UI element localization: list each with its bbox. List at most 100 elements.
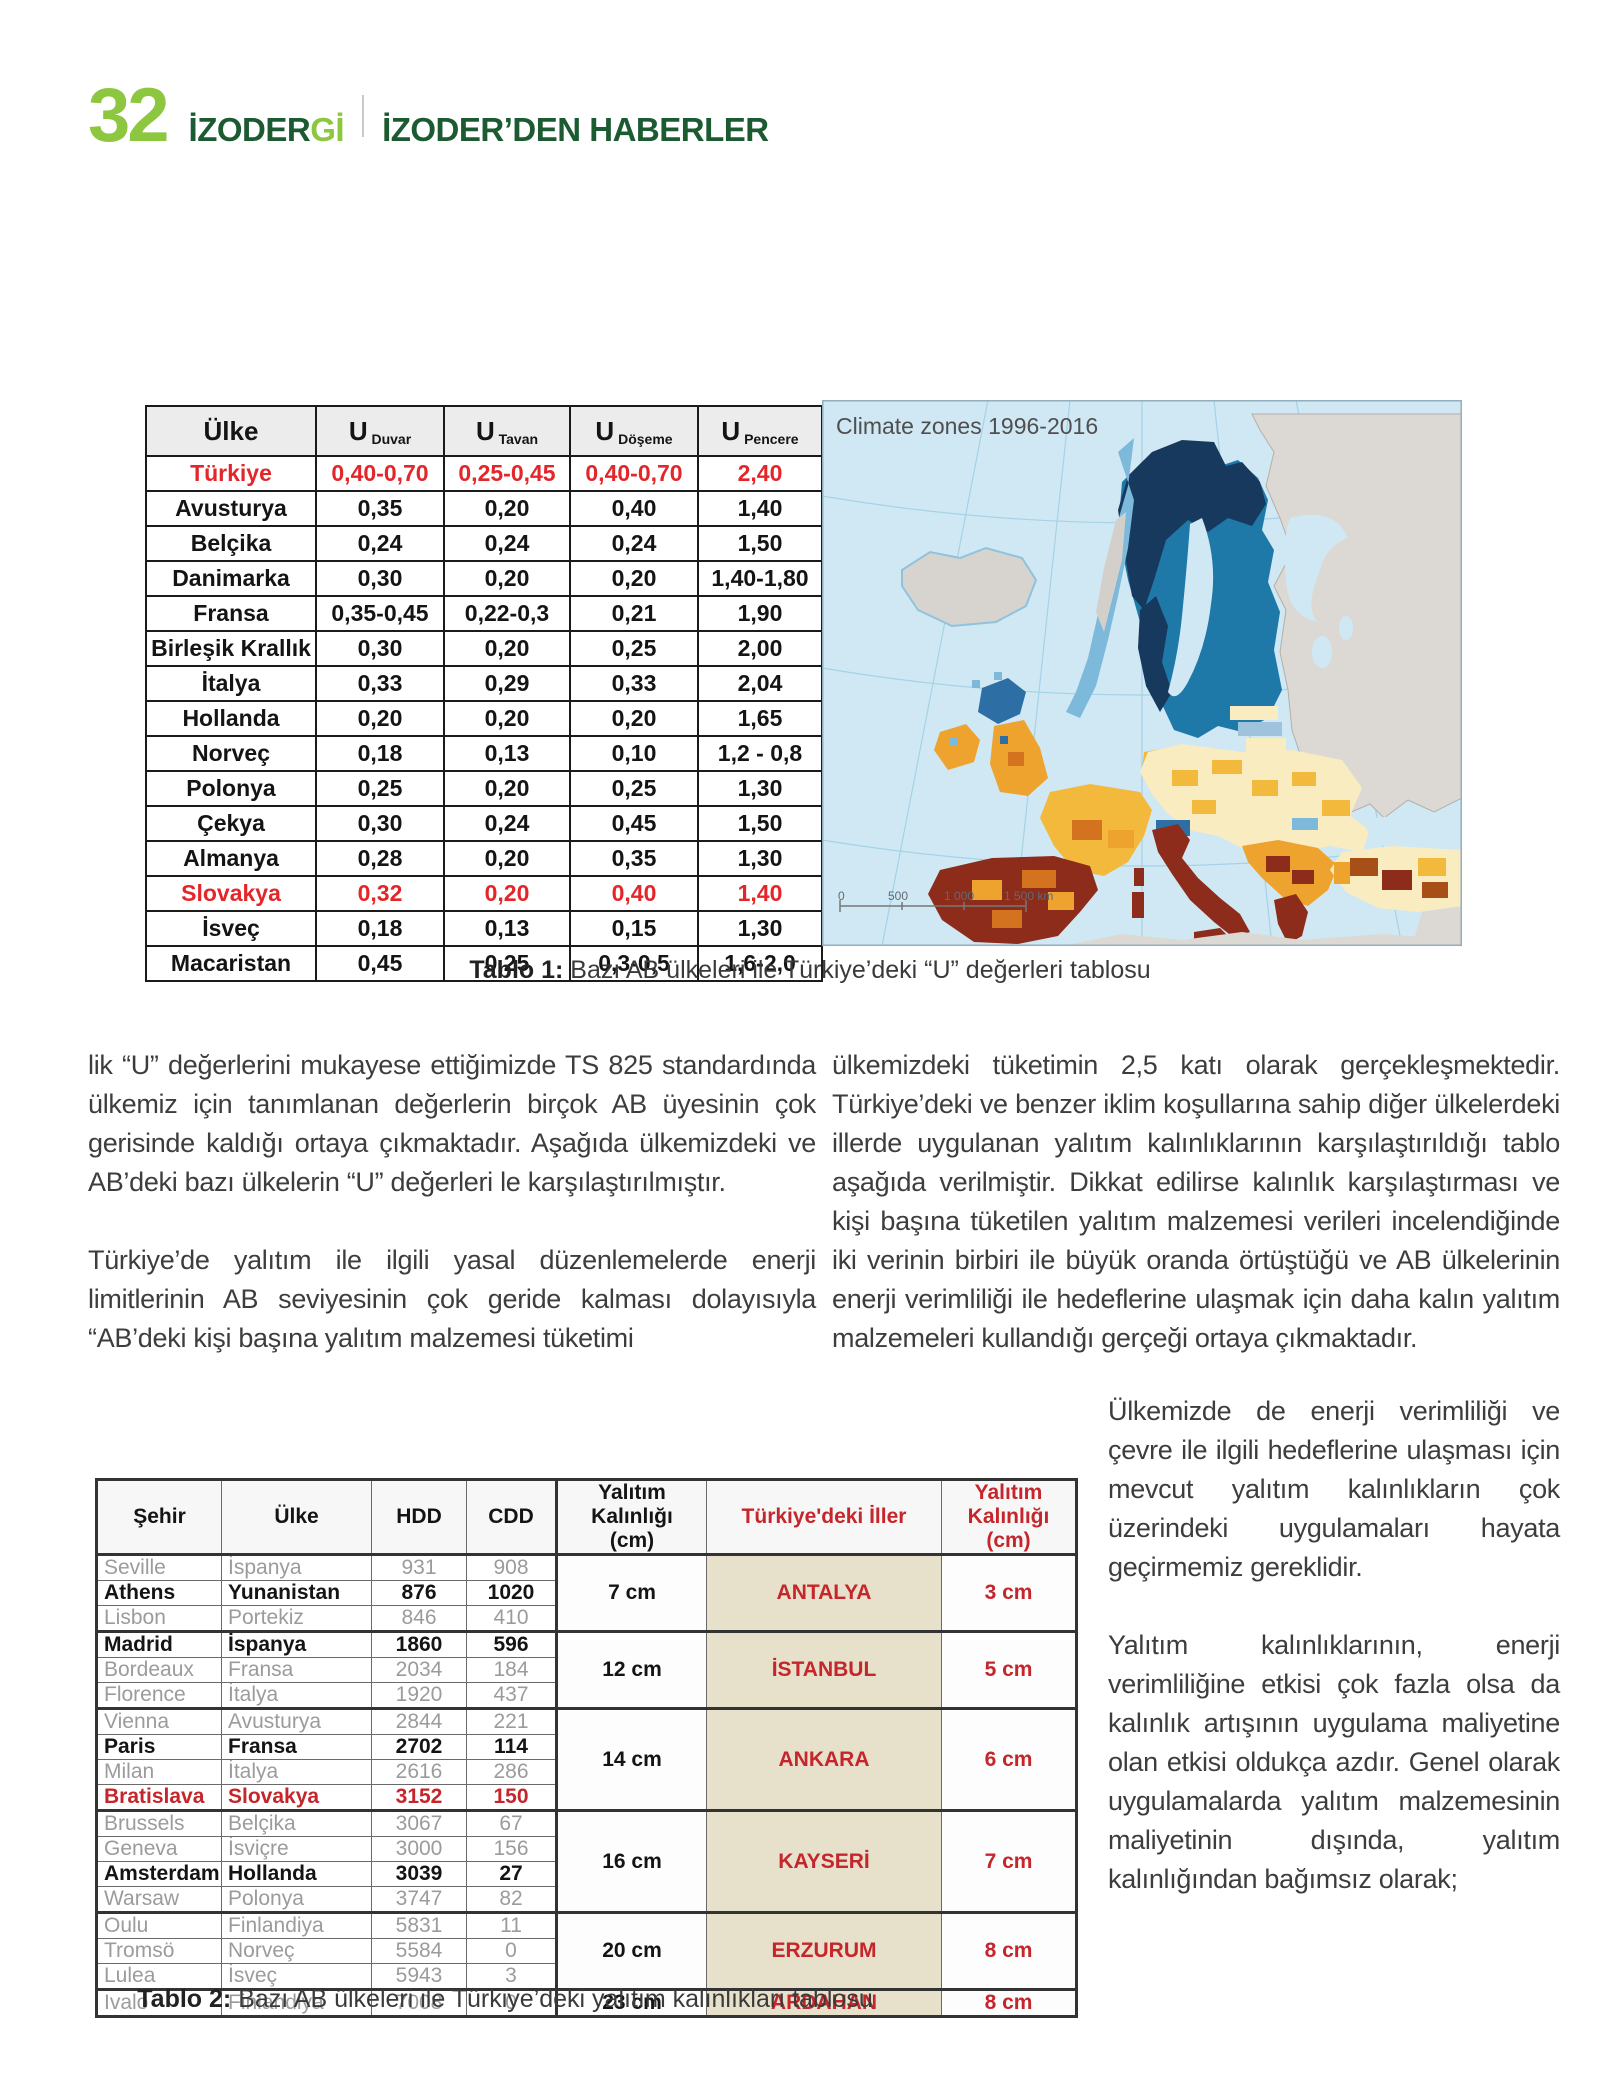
table2-province-cell: ANTALYA — [706, 1553, 942, 1633]
map-patch — [1072, 820, 1102, 840]
table2-row: Lulea İsveç 5943 3 — [96, 1963, 1077, 1991]
table2-hdd-cell: 3039 — [371, 1861, 467, 1888]
table2-city-cell: Lisbon — [96, 1605, 222, 1633]
table1-row: Macaristan 0,45 0,25 0,3-0,5 1,6-2,0 — [145, 945, 823, 982]
table1-value-cell: 0,20 — [443, 630, 571, 667]
map-region-north-scandinavia — [1118, 440, 1266, 610]
map-baltics — [1238, 722, 1282, 736]
map-speck — [994, 672, 1002, 680]
table2-row: Vienna Avusturya 2844 221 14 cm ANKARA 6 cm — [96, 1707, 1077, 1812]
table1-value-cell: 0,20 — [315, 700, 445, 737]
table2-caption-label: Tablo 2: — [137, 1985, 232, 2013]
map-scale-label: 1 000 — [944, 889, 974, 903]
table2-hdd-cell: 2702 — [371, 1734, 467, 1761]
table2-hdd-cell: 3747 — [371, 1886, 467, 1914]
table1-country-cell: Birleşik Krallık — [145, 630, 317, 667]
paragraph: Ülkemizde de enerji verimliliği ve çevre… — [1108, 1396, 1560, 1582]
table1-row: İtalya 0,33 0,29 0,33 2,04 — [145, 665, 823, 702]
body-column-right: ülkemizdeki tüketimin 2,5 katı olarak ge… — [832, 1046, 1560, 1397]
table2-province-thickness-cell: 8 cm — [941, 1911, 1077, 1991]
table2-header-cell: Yalıtım Kalınlığı (cm) — [941, 1478, 1077, 1556]
table1-row: Polonya 0,25 0,20 0,25 1,30 — [145, 770, 823, 807]
table2-cdd-cell: 184 — [466, 1657, 558, 1684]
header-divider — [362, 95, 365, 137]
map-patch — [1292, 870, 1314, 884]
table1-value-cell: 0,25-0,45 — [443, 455, 571, 492]
table2-city-cell: Warsaw — [96, 1886, 222, 1914]
table1-value-cell: 0,13 — [443, 910, 571, 947]
map-speck — [972, 680, 980, 688]
page-number: 32 — [88, 73, 170, 158]
table1-value-cell: 0,10 — [569, 735, 699, 772]
table2-cdd-cell: 1020 — [466, 1580, 558, 1607]
table1-value-cell: 0,24 — [569, 525, 699, 562]
paragraph: Türkiye’de yalıtım ile ilgili yasal düze… — [88, 1245, 816, 1353]
table2-city-cell: Geneva — [96, 1836, 222, 1863]
table1-value-cell: 1,40 — [697, 490, 823, 527]
table2-cdd-cell: 410 — [466, 1605, 558, 1633]
table1-value-cell: 1,30 — [697, 910, 823, 947]
table2-country-cell: Fransa — [221, 1657, 372, 1684]
table2-row: Tromsö Norveç 5584 0 — [96, 1938, 1077, 1965]
table2-caption: Tablo 2: Bazı AB ülkeleri ile Türkiye’de… — [95, 1985, 915, 2014]
table2-hdd-cell: 2034 — [371, 1657, 467, 1684]
table2-hdd-cell: 846 — [371, 1605, 467, 1633]
section-title: İZODER’DEN HABERLER — [382, 111, 769, 148]
table2-country-cell: Finlandiya — [221, 1911, 372, 1940]
table2-hdd-cell: 3152 — [371, 1784, 467, 1812]
table2-hdd-cell: 3067 — [371, 1809, 467, 1838]
table2-country-cell: İsveç — [221, 1963, 372, 1991]
table1-value-cell: 1,65 — [697, 700, 823, 737]
map-scotland — [978, 678, 1026, 724]
table2-thickness-cell: 12 cm — [556, 1630, 707, 1710]
table2-hdd-cell: 5584 — [371, 1938, 467, 1965]
table1-value-cell: 0,25 — [569, 770, 699, 807]
table2-province-thickness-cell: 3 cm — [941, 1553, 1077, 1633]
table1-value-cell: 0,40 — [569, 490, 699, 527]
table2-cdd-cell: 0 — [466, 1988, 558, 2018]
table2-thickness-cell: 16 cm — [556, 1809, 707, 1914]
table1-caption: Tablo 1: Bazı AB ülkeleri ile Türkiye’de… — [0, 956, 1620, 985]
map-scale-label: 0 — [838, 889, 845, 903]
table1-value-cell: 1,40-1,80 — [697, 560, 823, 597]
map-title: Climate zones 1996-2016 — [836, 413, 1098, 439]
table1-value-cell: 0,20 — [569, 700, 699, 737]
table2-thickness-cell: 20 cm — [556, 1911, 707, 1991]
table1-value-cell: 0,35 — [315, 490, 445, 527]
table1-country-cell: Avusturya — [145, 490, 317, 527]
table2-cdd-cell: 0 — [466, 1938, 558, 1965]
table1-country-cell: Polonya — [145, 770, 317, 807]
table1-country-cell: Macaristan — [145, 945, 317, 982]
table2-row: Brussels Belçika 3067 67 16 cm KAYSERİ 7 cm — [96, 1809, 1077, 1914]
table1-value-cell: 1,50 — [697, 525, 823, 562]
table2-thickness-cell: 7 cm — [556, 1553, 707, 1633]
map-middle-east — [1412, 906, 1462, 946]
table1-value-cell: 0,15 — [569, 910, 699, 947]
map-frame — [822, 400, 1462, 946]
table2-header-cell: CDD — [466, 1478, 558, 1556]
table1-country-cell: Türkiye — [145, 455, 317, 492]
table1-country-cell: İsveç — [145, 910, 317, 947]
table2-city-cell: Milan — [96, 1759, 222, 1786]
table1-body: Türkiye 0,40-0,70 0,25-0,45 0,40-0,70 2,40 Av… — [145, 455, 823, 982]
table2-row: Geneva İsviçre 3000 156 — [96, 1836, 1077, 1863]
table2-hdd-cell: 7008 — [371, 1988, 467, 2018]
map-scale-label: 1 500 km — [1004, 889, 1053, 903]
map-norway-coast — [1066, 438, 1134, 718]
map-black-sea — [1362, 812, 1462, 852]
table1-country-cell: Çekya — [145, 805, 317, 842]
table1-country-cell: İtalya — [145, 665, 317, 702]
map-ireland — [934, 724, 980, 770]
climate-zones-map: Climate zones 1996-2016 0 500 1 000 1 50… — [822, 400, 1462, 946]
table1-value-cell: 0,21 — [569, 595, 699, 632]
map-norway-mountains — [1096, 512, 1126, 632]
table2-header-cell: Yalıtım Kalınlığı (cm) — [556, 1478, 707, 1556]
table1-row: Avusturya 0,35 0,20 0,40 1,40 — [145, 490, 823, 527]
map-white-sea — [1284, 514, 1348, 622]
map-region-east-grey — [1251, 413, 1462, 819]
table2-hdd-cell: 1860 — [371, 1630, 467, 1659]
table2-province-cell: ERZURUM — [706, 1911, 942, 1991]
table1-value-cell: 0,25 — [569, 630, 699, 667]
page-header: 32 İZODERGİ İZODER’DEN HABERLER — [88, 78, 769, 154]
map-patch — [1108, 830, 1134, 848]
